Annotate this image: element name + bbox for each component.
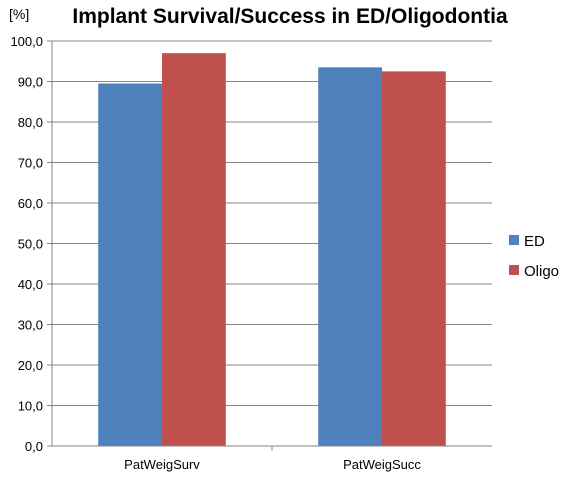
bar-oligo-patweigsucc	[382, 71, 446, 446]
bar-oligo-patweigsurv	[162, 53, 226, 447]
legend-swatch-oligo	[509, 265, 519, 275]
y-tick-label: 30,0	[18, 318, 43, 333]
bar-ed-patweigsucc	[318, 67, 382, 446]
y-tick-label: 80,0	[18, 115, 43, 130]
y-tick-label: 40,0	[18, 277, 43, 292]
bar-ed-patweigsurv	[98, 83, 162, 447]
y-tick-label: 70,0	[18, 156, 43, 171]
y-tick-label: 100,0	[10, 34, 43, 49]
y-tick-label: 20,0	[18, 358, 43, 373]
legend-label-ed: ED	[524, 233, 545, 250]
y-tick-label: 0,0	[25, 439, 43, 454]
y-axis-unit-label: [%]	[9, 6, 29, 22]
y-tick-label: 10,0	[18, 399, 43, 414]
x-tick-labels: PatWeigSurv PatWeigSucc	[124, 446, 421, 472]
y-tick-label: 60,0	[18, 196, 43, 211]
x-tick-label: PatWeigSucc	[343, 457, 421, 472]
legend: ED Oligo	[509, 233, 559, 280]
legend-swatch-ed	[509, 235, 519, 245]
y-tick-labels: 0,0 10,0 20,0 30,0 40,0 50,0 60,0 70,0 80,0 90,0 1…	[10, 34, 43, 454]
chart-title: Implant Survival/Success in ED/Oligodont…	[72, 5, 508, 28]
y-tick-label: 50,0	[18, 237, 43, 252]
bars	[98, 53, 446, 447]
x-tick-label: PatWeigSurv	[124, 457, 200, 472]
y-tick-label: 90,0	[18, 75, 43, 90]
legend-label-oligo: Oligo	[524, 263, 559, 280]
